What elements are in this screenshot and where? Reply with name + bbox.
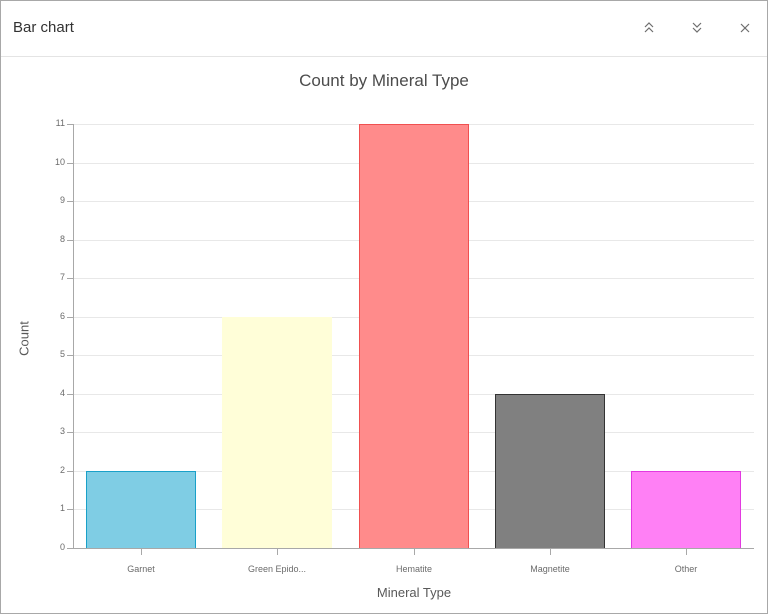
x-tick-label: Other [674, 564, 698, 574]
y-tick-label: 2 [59, 465, 65, 475]
x-tick-label: Magnetite [530, 564, 570, 574]
y-tick [67, 548, 73, 549]
y-tick-label: 11 [55, 118, 65, 128]
y-tick-label: 5 [59, 349, 65, 359]
chart-title: Count by Mineral Type [299, 71, 469, 90]
y-tick-label: 8 [59, 234, 65, 244]
x-axis [73, 548, 754, 549]
y-tick [67, 317, 73, 318]
window-title: Bar chart [13, 19, 74, 36]
y-tick-label: 6 [59, 311, 65, 321]
x-tick-label: Hematite [395, 564, 432, 574]
close-icon [740, 23, 750, 33]
y-tick [67, 355, 73, 356]
collapse-down-button[interactable] [687, 17, 707, 39]
x-tick [414, 549, 415, 555]
y-tick-label: 3 [59, 426, 65, 436]
x-tick [141, 549, 142, 555]
window-header: Bar chart [1, 1, 767, 57]
y-tick [67, 124, 73, 125]
x-tick [550, 549, 551, 555]
collapse-up-button[interactable] [639, 17, 659, 39]
bar-other[interactable] [631, 471, 741, 549]
bar-hematite[interactable] [359, 124, 469, 549]
y-tick-label: 4 [59, 388, 65, 398]
y-tick [67, 432, 73, 433]
chevron-double-up-icon [644, 22, 654, 33]
y-axis-label: Count [16, 321, 32, 356]
y-tick-label: 0 [59, 542, 65, 552]
y-tick-label: 9 [59, 195, 65, 205]
bar-green-epido[interactable] [222, 317, 332, 549]
y-tick [67, 240, 73, 241]
bar-magnetite[interactable] [495, 394, 605, 549]
x-axis-label: Mineral Type [376, 585, 452, 600]
x-tick-label: Green Epido... [247, 564, 307, 574]
y-tick [67, 394, 73, 395]
y-tick [67, 163, 73, 164]
y-tick-label: 1 [59, 503, 65, 513]
x-tick [686, 549, 687, 555]
bar-garnet[interactable] [86, 471, 196, 549]
x-tick [277, 549, 278, 555]
close-button[interactable] [735, 17, 755, 39]
y-axis [73, 124, 74, 549]
y-tick [67, 509, 73, 510]
y-tick-label: 7 [59, 272, 65, 282]
x-tick-label: Garnet [127, 564, 155, 574]
y-tick [67, 471, 73, 472]
y-tick [67, 201, 73, 202]
y-tick [67, 278, 73, 279]
y-tick-label: 10 [54, 157, 65, 167]
chevron-double-down-icon [692, 22, 702, 33]
